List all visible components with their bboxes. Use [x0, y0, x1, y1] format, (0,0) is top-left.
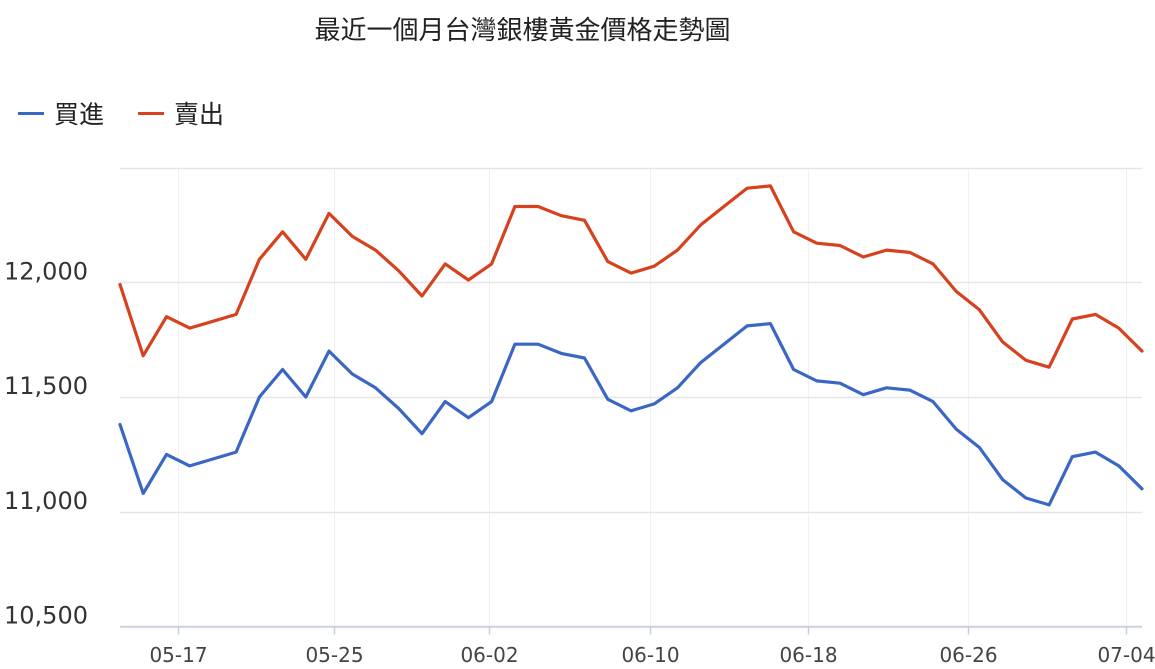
x-tick-label: 05-17	[149, 643, 207, 667]
x-tick-label: 06-10	[621, 643, 679, 667]
legend-label-buy: 買進	[54, 100, 105, 129]
horizontal-gridlines	[120, 167, 1142, 629]
x-tick-label: 07-04	[1097, 643, 1155, 667]
legend-item-buy[interactable]: 買進	[18, 95, 104, 131]
legend: 買進 賣出	[18, 96, 258, 130]
legend-swatch-buy	[18, 111, 44, 115]
series-line-sell[interactable]	[118, 184, 1144, 369]
chart-title: 最近一個月台灣銀樓黃金價格走勢圖	[314, 16, 731, 46]
legend-label-sell: 賣出	[174, 100, 225, 129]
x-axis: 05-17 05-25 06-02 06-10 06-18 06-26 07-04	[120, 625, 1155, 667]
y-tick-label: 11,000	[4, 487, 88, 515]
legend-item-sell[interactable]: 賣出	[138, 95, 224, 131]
x-tick-label: 06-18	[779, 643, 837, 667]
x-tick-label: 06-02	[460, 643, 518, 667]
series-lines	[118, 184, 1144, 507]
y-tick-label: 11,500	[4, 372, 88, 400]
x-tick-label: 05-25	[305, 643, 363, 667]
series-line-buy[interactable]	[118, 322, 1144, 507]
y-tick-label: 12,000	[4, 257, 88, 285]
y-axis-ticks: 10,500 11,000 11,500 12,000	[4, 257, 88, 629]
y-tick-label: 10,500	[4, 602, 88, 630]
x-tick-label: 06-26	[939, 643, 997, 667]
legend-swatch-sell	[138, 111, 165, 115]
